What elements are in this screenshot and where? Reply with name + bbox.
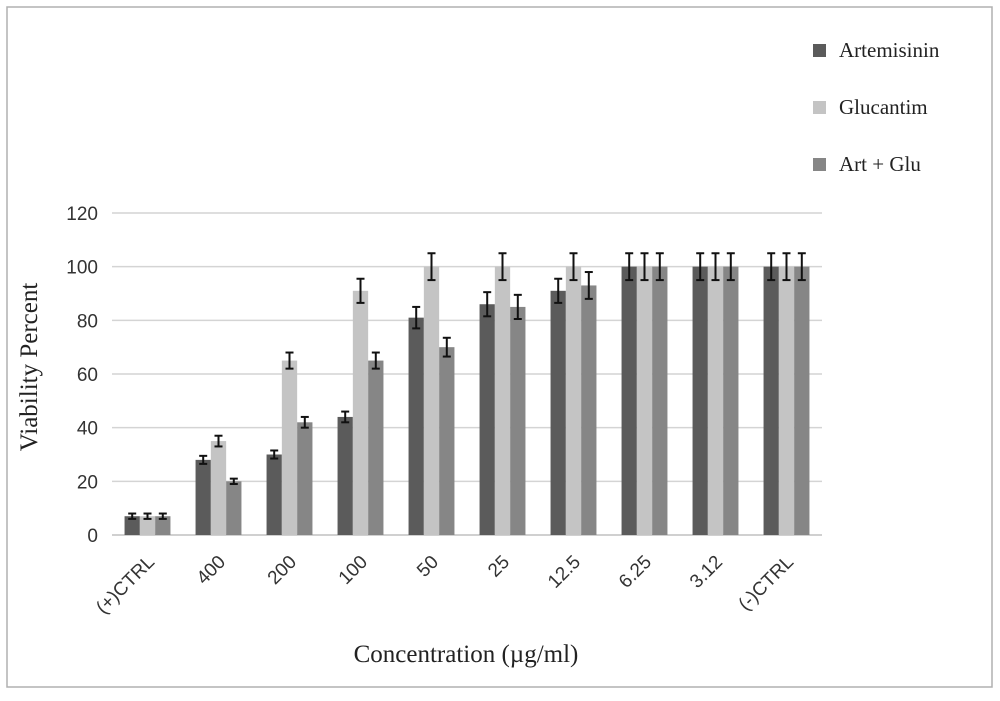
bar	[565, 266, 582, 535]
bar	[155, 516, 171, 535]
bar	[337, 416, 353, 535]
legend: Artemisinin Glucantim Art + Glu	[813, 38, 940, 176]
bar	[652, 266, 668, 535]
y-tick-label: 80	[77, 311, 98, 332]
bar	[707, 266, 724, 535]
bar	[621, 266, 637, 535]
legend-label: Artemisinin	[839, 38, 940, 62]
bar	[778, 266, 795, 535]
bar	[636, 266, 653, 535]
y-tick-label: 120	[66, 204, 98, 225]
bar	[423, 266, 440, 535]
y-tick-label: 0	[87, 526, 98, 547]
bar	[692, 266, 708, 535]
y-axis-title: Viability Percent	[16, 283, 43, 452]
bar	[408, 317, 424, 535]
bar	[297, 422, 313, 535]
bar	[352, 290, 369, 535]
legend-label: Glucantim	[839, 95, 928, 119]
legend-label: Art + Glu	[839, 152, 921, 176]
bar	[581, 285, 597, 535]
bar	[195, 459, 211, 535]
bar	[794, 266, 810, 535]
bar	[723, 266, 739, 535]
y-tick-label: 100	[66, 258, 98, 279]
x-axis-title: Concentration (µg/ml)	[354, 641, 579, 668]
y-tick-label: 60	[77, 365, 98, 386]
bar	[281, 360, 298, 535]
bar-layer	[124, 266, 810, 535]
bar	[550, 290, 566, 535]
bar	[368, 360, 384, 535]
y-tick-labels: 0 20 40 60 80 100 120	[66, 204, 98, 547]
bar	[266, 454, 282, 535]
legend-swatch	[813, 44, 826, 57]
error-bar-layer	[128, 252, 806, 520]
y-tick-label: 40	[77, 419, 98, 440]
bar	[139, 516, 156, 535]
bar	[226, 481, 242, 535]
bar	[439, 347, 455, 535]
bar	[210, 441, 227, 535]
legend-swatch	[813, 101, 826, 114]
bar	[124, 516, 140, 535]
bar	[510, 306, 526, 535]
bar	[494, 266, 511, 535]
bar	[479, 304, 495, 535]
legend-swatch	[813, 158, 826, 171]
y-tick-label: 20	[77, 472, 98, 493]
bar	[763, 266, 779, 535]
